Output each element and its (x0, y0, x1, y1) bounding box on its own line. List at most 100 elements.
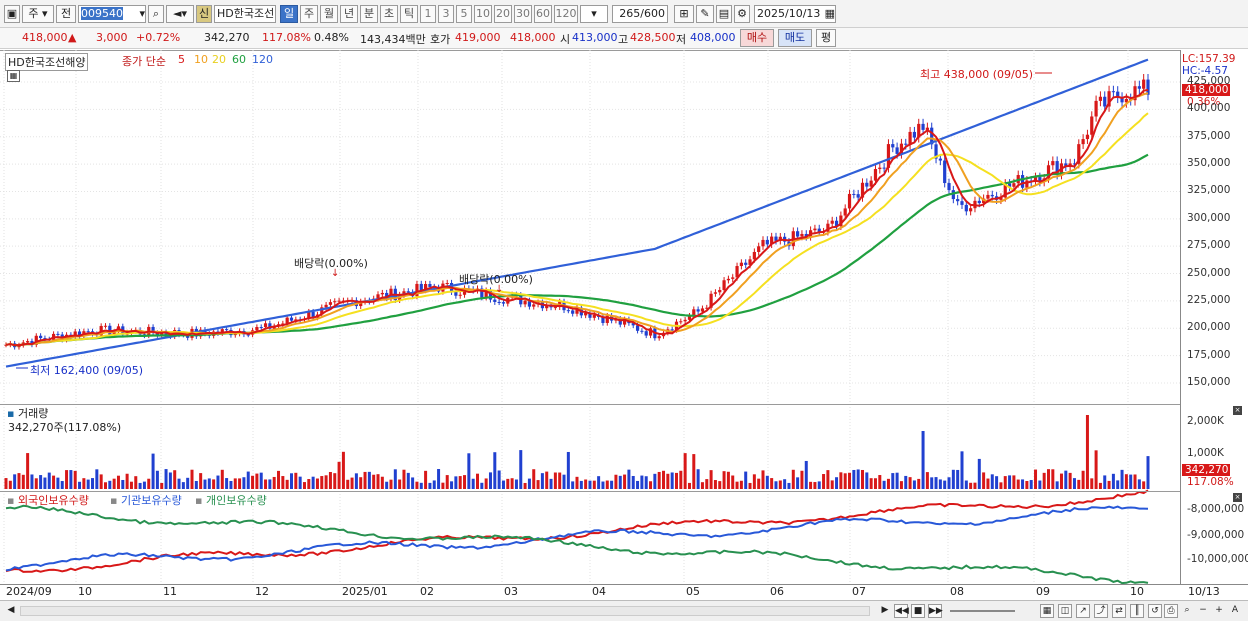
period-tab-month[interactable]: 월 (320, 5, 338, 23)
candle-body (1064, 163, 1068, 167)
ma10-legend[interactable]: 10 (194, 53, 208, 66)
candle-body (631, 323, 635, 326)
volume-panel[interactable] (0, 404, 1180, 491)
candle-body (774, 236, 778, 241)
interval-5[interactable]: 5 (456, 5, 472, 23)
credit-badge[interactable]: 신 (196, 5, 212, 23)
font-size-icon[interactable]: A (1231, 605, 1239, 615)
interval-10[interactable]: 10 (474, 5, 492, 23)
volume-bar (938, 479, 942, 489)
split-icon[interactable]: ◫ (1058, 604, 1072, 618)
volume-panel-title[interactable]: ▪ 거래량 (7, 407, 49, 420)
date-input[interactable]: 2025/10/13 ▦ (754, 5, 836, 23)
chart-type-icon[interactable]: ⊞ (674, 5, 694, 23)
zoom-out-icon[interactable]: − (1199, 605, 1207, 615)
interval-3[interactable]: 3 (438, 5, 454, 23)
period-tab-tick[interactable]: 틱 (400, 5, 418, 23)
stock-name-field[interactable]: HD한국조선 (214, 5, 276, 23)
search-icon[interactable]: ⌕ (148, 5, 164, 23)
buy-button[interactable]: 매수 (740, 29, 774, 47)
interval-60[interactable]: 60 (534, 5, 552, 23)
interval-120[interactable]: 120 (554, 5, 578, 23)
chart-menu-icon[interactable]: ▣ (4, 5, 20, 23)
volume-bar (26, 453, 30, 489)
holding-panel[interactable] (0, 491, 1180, 584)
current-price-tag: 418,000 (1182, 84, 1230, 96)
volume-bar (536, 480, 540, 489)
magnify-icon[interactable]: ⌕ (1184, 605, 1190, 615)
draw-tool-icon[interactable]: ✎ (696, 5, 714, 23)
candle-body (800, 233, 804, 237)
period-tab-second[interactable]: 초 (380, 5, 398, 23)
volume-close-icon[interactable]: × (1233, 406, 1242, 415)
print-icon[interactable]: ⎙ (1164, 604, 1178, 618)
scroll-bar[interactable]: ◀ ▶ ◀◀ ■ ▶▶ ▦ ◫ ↗ ⤴ ⇄ ║ ↺ ⎙ ⌕ − + A (0, 600, 1248, 621)
scroll-left-icon[interactable]: ◀ (7, 605, 15, 615)
market-select[interactable]: 주 ▾ (22, 5, 54, 23)
foreign-legend[interactable]: ▪ 외국인보유수량 (7, 494, 89, 507)
candle-body (285, 317, 289, 324)
zoom-in-icon[interactable]: + (1215, 605, 1223, 615)
candle-icon[interactable]: ║ (1130, 604, 1144, 618)
calendar-icon[interactable]: ▦ (824, 7, 835, 20)
candle-body (406, 291, 410, 293)
reset-icon[interactable]: ↺ (1148, 604, 1162, 618)
market2-button[interactable]: 전 (56, 5, 76, 23)
scroll-right-icon[interactable]: ▶ (881, 605, 889, 615)
interval-20[interactable]: 20 (494, 5, 512, 23)
volume-bar (337, 461, 341, 489)
ma5-legend[interactable]: 5 (178, 53, 185, 66)
sell-button[interactable]: 매도 (778, 29, 812, 47)
period-tab-day[interactable]: 일 (280, 5, 298, 23)
period-tab-minute[interactable]: 분 (360, 5, 378, 23)
panel-title[interactable]: HD한국조선해양 (5, 53, 89, 71)
avg-button[interactable]: 평 (816, 29, 836, 47)
sound-icon[interactable]: ◄▾ (166, 5, 194, 23)
volume-bar (670, 472, 674, 489)
volume-bar (1072, 478, 1076, 489)
scroll-track[interactable] (20, 606, 870, 616)
volume-bar (225, 478, 229, 489)
volume-bar (181, 482, 185, 489)
indicator-icon[interactable]: ↗ (1076, 604, 1090, 618)
interval-custom-select[interactable]: ▾ (580, 5, 608, 23)
volume-bar (1059, 473, 1063, 489)
volume-bar (173, 470, 177, 489)
zoom-slider[interactable] (950, 610, 1015, 612)
candle-body (1090, 116, 1094, 135)
ma20-legend[interactable]: 20 (212, 53, 226, 66)
holding-close-icon[interactable]: × (1233, 493, 1242, 502)
compare-icon[interactable]: ⇄ (1112, 604, 1126, 618)
institution-legend[interactable]: ▪ 기관보유수량 (110, 494, 182, 507)
save-icon[interactable]: ▤ (716, 5, 732, 23)
volume-bar (519, 450, 523, 489)
candle-body (488, 290, 493, 300)
candle-body (1051, 161, 1055, 166)
open-price: 413,000 (572, 31, 618, 44)
scroll-prev-icon[interactable]: ◀◀ (894, 604, 909, 618)
layout-icon[interactable]: ▦ (1040, 604, 1054, 618)
ma60-legend[interactable]: 60 (232, 53, 246, 66)
ma120-legend[interactable]: 120 (252, 53, 273, 66)
scroll-next-icon[interactable]: ▶▶ (928, 604, 943, 618)
bar-count-value: 265 (619, 7, 641, 20)
period-tab-week[interactable]: 주 (300, 5, 318, 23)
volume-bar (69, 470, 73, 489)
retail-legend[interactable]: ▪ 개인보유수량 (195, 494, 267, 507)
volume-bar (757, 478, 761, 489)
candle-body (575, 307, 579, 314)
candle-body (765, 239, 769, 245)
stock-code-input[interactable]: 009540 ▾ (78, 5, 146, 23)
interval-30[interactable]: 30 (514, 5, 532, 23)
table-toggle-icon[interactable]: ▦ (7, 70, 20, 82)
interval-1[interactable]: 1 (420, 5, 436, 23)
period-tab-year[interactable]: 년 (340, 5, 358, 23)
candle-body (1081, 139, 1085, 145)
volume-bar (1090, 478, 1094, 489)
gear-icon[interactable]: ⚙ (734, 5, 750, 23)
trend-icon[interactable]: ⤴ (1094, 604, 1108, 618)
bar-count-input[interactable]: 265/600 (612, 5, 668, 23)
stop-icon[interactable]: ■ (911, 604, 925, 618)
candle-body (588, 312, 592, 318)
